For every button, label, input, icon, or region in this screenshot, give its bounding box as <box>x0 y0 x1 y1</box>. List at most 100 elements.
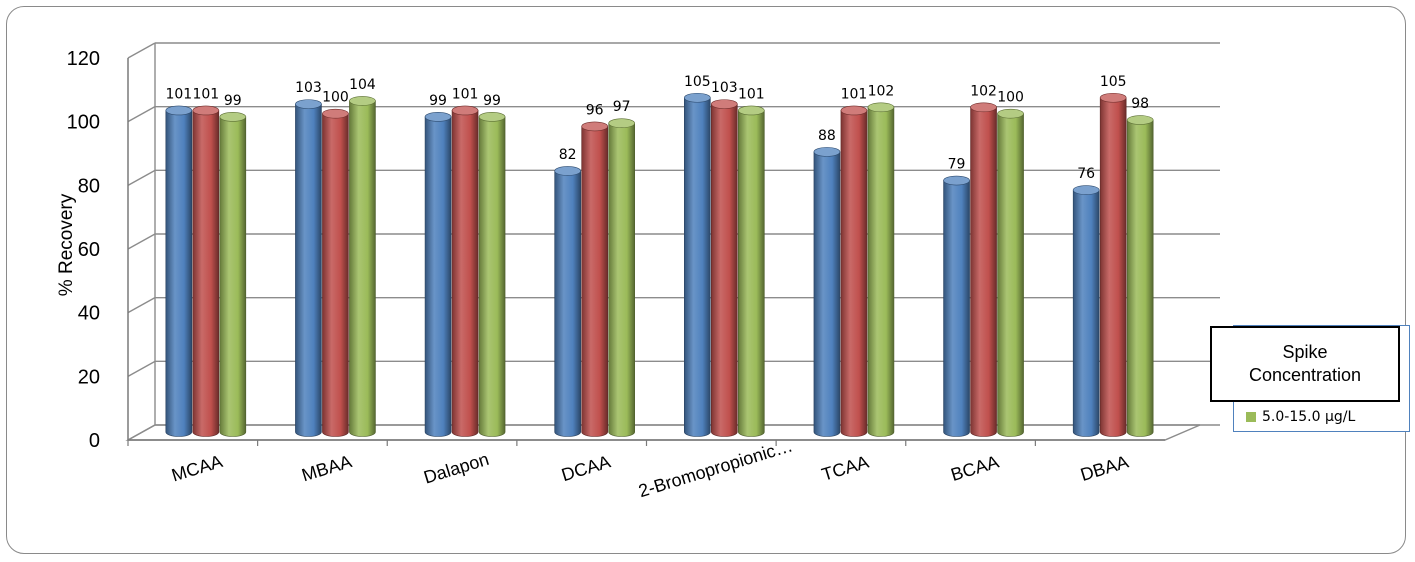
gridline-side <box>127 297 156 314</box>
bar-top <box>581 121 608 132</box>
bar <box>424 116 452 437</box>
data-label: 76 <box>1077 166 1095 182</box>
bar-top <box>813 147 841 157</box>
bar-top <box>219 112 247 122</box>
data-label: 101 <box>841 86 868 102</box>
bar <box>867 107 895 437</box>
data-label: 103 <box>711 80 738 96</box>
y-axis-title: % Recovery <box>56 193 77 296</box>
bar <box>840 110 868 437</box>
bar <box>349 100 376 437</box>
data-label: 101 <box>452 86 479 102</box>
bar <box>165 110 193 437</box>
data-label: 101 <box>738 86 765 102</box>
gridline-side <box>127 169 156 186</box>
data-label: 79 <box>948 157 966 173</box>
data-label: 99 <box>429 93 447 109</box>
data-label: 104 <box>349 77 376 93</box>
bar-top <box>997 108 1024 119</box>
bar-top <box>970 102 997 113</box>
bar-top <box>424 112 452 122</box>
bar-top <box>165 105 193 116</box>
data-label: 99 <box>483 93 501 109</box>
y-tick-label: 20 <box>78 366 100 388</box>
y-tick-label: 120 <box>67 48 100 70</box>
bar-top <box>711 99 738 109</box>
floor <box>125 424 1201 441</box>
bar-top <box>322 108 349 119</box>
legend: Spike Concentration 5.0-15.0 µg/L <box>1210 325 1410 432</box>
bar-top <box>840 105 868 116</box>
x-tick-label: DBAA <box>1078 452 1131 485</box>
bar <box>322 113 349 437</box>
x-tick-label: Dalapon <box>421 449 491 488</box>
bar-top <box>1099 92 1127 103</box>
bar <box>451 110 479 437</box>
bar-top <box>738 105 765 116</box>
bar <box>1126 119 1154 437</box>
gridline-side <box>127 42 156 59</box>
gridline-side <box>127 106 156 123</box>
bar-top <box>192 105 220 116</box>
legend-title: Spike Concentration <box>1210 326 1400 402</box>
y-tick-label: 100 <box>67 112 100 134</box>
bar <box>813 151 841 437</box>
y-tick-label: 80 <box>78 175 100 197</box>
grid-layer <box>125 42 1220 441</box>
bar <box>997 113 1024 437</box>
bar <box>295 103 322 437</box>
bar-top <box>867 102 895 113</box>
bar <box>219 116 247 437</box>
legend-entry-label: 5.0-15.0 µg/L <box>1262 409 1356 425</box>
data-label: 102 <box>868 83 895 99</box>
x-tick-label: MBAA <box>299 451 354 485</box>
data-label: 96 <box>586 102 604 118</box>
gridline-side <box>127 233 156 250</box>
data-label: 101 <box>165 86 192 102</box>
data-label: 101 <box>192 86 219 102</box>
legend-entry: 5.0-15.0 µg/L <box>1246 406 1355 428</box>
bar <box>970 107 997 437</box>
data-label: 103 <box>295 80 322 96</box>
bar-top <box>554 166 581 176</box>
data-label: 100 <box>997 90 1024 106</box>
bar <box>608 122 635 437</box>
bar-top <box>295 99 322 109</box>
bar <box>738 110 765 437</box>
x-tick-label: DCAA <box>559 451 613 485</box>
bar-layer <box>165 92 1154 437</box>
bar <box>1099 97 1127 437</box>
data-label: 97 <box>613 99 631 115</box>
bar <box>684 97 711 437</box>
bar-top <box>451 105 479 116</box>
bar-top <box>478 112 506 122</box>
data-label: 82 <box>559 147 577 163</box>
data-label: 105 <box>1100 74 1127 90</box>
data-label: 100 <box>322 90 349 106</box>
bar <box>554 170 581 437</box>
bar-top <box>684 92 711 103</box>
y-tick-label: 0 <box>89 430 100 452</box>
bar <box>1072 189 1100 437</box>
bar <box>192 110 220 437</box>
y-tick-label: 40 <box>78 303 100 325</box>
bar-top <box>1072 185 1100 195</box>
legend-swatch <box>1246 412 1256 422</box>
bar-top <box>608 118 635 129</box>
bar-top <box>1126 115 1154 125</box>
data-label: 98 <box>1131 96 1149 112</box>
data-label: 99 <box>224 93 242 109</box>
bar <box>711 103 738 437</box>
gridline-side <box>127 360 156 377</box>
x-tick-label: 2-Bromopropionic… <box>636 435 795 501</box>
x-tick-label: BCAA <box>948 452 1001 485</box>
x-tick-label: TCAA <box>819 452 871 485</box>
bar <box>943 180 970 437</box>
data-label: 105 <box>684 74 711 90</box>
bar-top <box>943 175 970 186</box>
bar-top <box>349 96 376 106</box>
x-tick-label: MCAA <box>169 451 225 485</box>
data-label: 102 <box>970 83 997 99</box>
